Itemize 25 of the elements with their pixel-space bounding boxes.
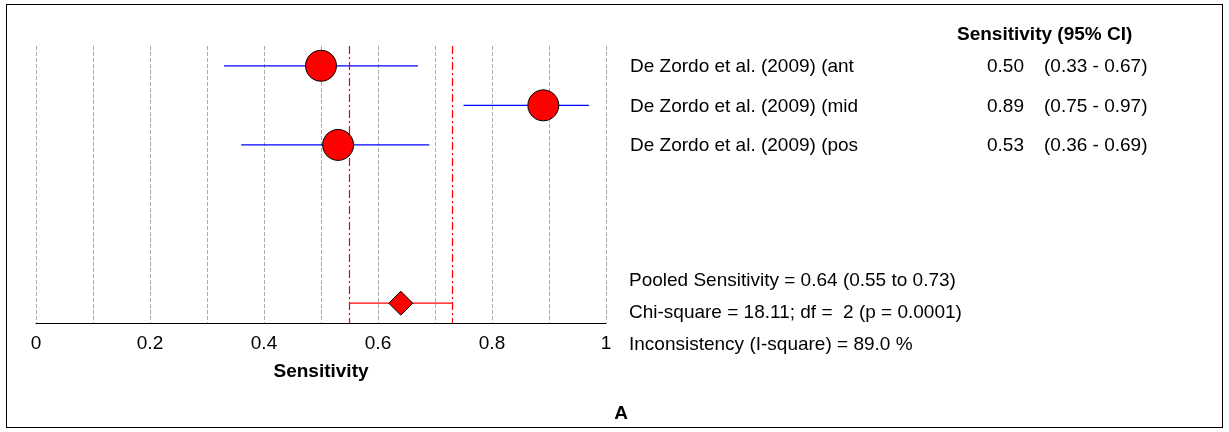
data-label: 0.53 <box>987 134 1024 156</box>
x-tick-label: 0.2 <box>136 332 164 353</box>
y-tick-label: De Zordo et al. (2009) (ant <box>630 55 855 77</box>
x-tick-label: 0.4 <box>250 332 278 353</box>
text: Inconsistency (I-square) = 89.0 % <box>629 332 913 354</box>
point <box>305 49 337 82</box>
x-tick-label: 0 <box>30 332 42 353</box>
y-tick-label: De Zordo et al. (2009) (pos <box>630 134 859 156</box>
x-tick-label: 0.8 <box>478 332 506 353</box>
text: A <box>614 401 629 423</box>
text: Chi-square = 18.11; df = 2 (p = 0.0001) <box>629 300 962 322</box>
text: (0.36 - 0.69) <box>1044 134 1148 156</box>
data-label: 0.89 <box>987 94 1024 116</box>
text: Sensitivity (95% CI) <box>957 22 1133 44</box>
x-axis-title: Sensitivity <box>273 360 369 381</box>
data-label: 0.50 <box>987 55 1024 77</box>
point <box>388 290 414 316</box>
text: (0.33 - 0.67) <box>1044 55 1148 77</box>
point <box>527 89 560 122</box>
x-tick-label: 0.6 <box>364 332 392 353</box>
text: (0.75 - 0.97) <box>1044 94 1148 116</box>
point <box>322 128 355 161</box>
y-tick-label: De Zordo et al. (2009) (mid <box>630 94 859 116</box>
text: Pooled Sensitivity = 0.64 (0.55 to 0.73) <box>629 268 956 290</box>
x-tick-label: 1 <box>600 332 612 353</box>
